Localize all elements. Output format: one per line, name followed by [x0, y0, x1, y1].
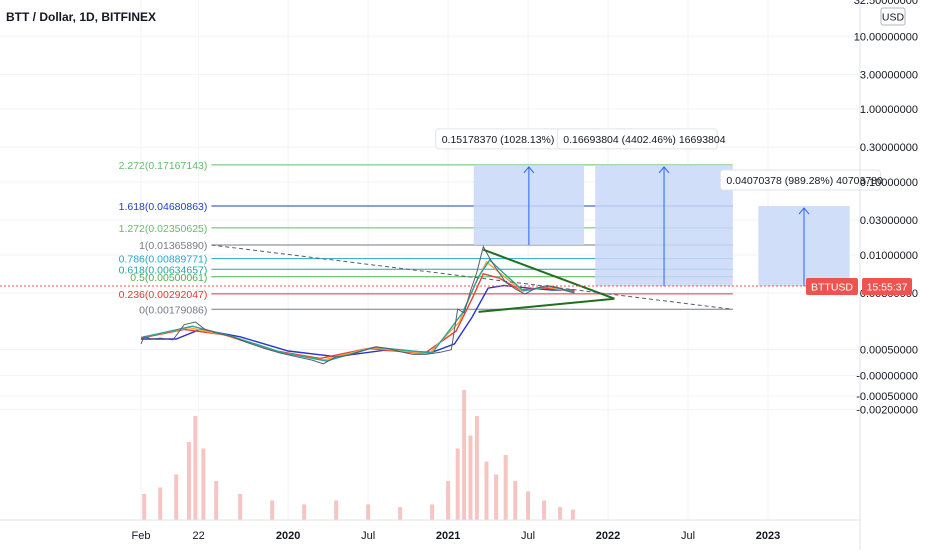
- volume-bar: [503, 455, 508, 520]
- volume-bar: [494, 474, 499, 520]
- volume-bar: [142, 494, 147, 520]
- volume-bar: [468, 435, 473, 520]
- fib-level-label: 0.618(0.00634657): [119, 264, 208, 276]
- time-axis-label: Feb: [132, 530, 151, 542]
- measure-arrowhead: [798, 207, 810, 215]
- price-axis-label: -0.00050000: [856, 391, 918, 403]
- volume-bar: [570, 509, 575, 520]
- volume-bar: [474, 416, 479, 520]
- time-axis-label: 22: [192, 530, 204, 542]
- volume-bar: [186, 442, 191, 520]
- symbol-tag-label: BTTUSD: [811, 282, 853, 294]
- measure-label: 0.04070378 (989.28%) 40703780: [726, 175, 883, 187]
- price-axis-label: 1.00000000: [860, 104, 918, 116]
- measure-label-box: [556, 128, 718, 150]
- price-axis-label: 3.00000000: [860, 69, 918, 81]
- volume-bars: [142, 390, 575, 520]
- volume-bar: [446, 481, 451, 520]
- time-axis-label: Jul: [681, 530, 695, 542]
- volume-bar: [455, 448, 460, 520]
- price-axis-label: 0.00050000: [860, 345, 918, 357]
- symbol-tag: [806, 278, 858, 295]
- fib-level-label: 1.618(0.04680863): [119, 201, 208, 213]
- time-axis[interactable]: Feb 22 2020 Jul 2021 Jul 2022 Jul 2023: [132, 530, 781, 542]
- time-tag: [862, 278, 912, 295]
- price-range-measurements[interactable]: 0.15178370 (1028.13%) 151783700.16693804…: [435, 128, 883, 287]
- price-axis-label: 0.10000000: [860, 177, 918, 189]
- time-axis-label: 2020: [276, 530, 300, 542]
- fib-level-label: 0.5(0.00500061): [130, 272, 207, 284]
- triangle-trend-line[interactable]: [482, 248, 615, 300]
- triangle-trend-line[interactable]: [478, 297, 615, 313]
- volume-bar: [526, 491, 531, 520]
- volume-bar: [542, 500, 547, 520]
- volume-bar: [302, 504, 307, 520]
- time-tag-label: 15:55:37: [867, 282, 908, 294]
- volume-bar: [366, 504, 371, 520]
- fib-retracement[interactable]: 2.272(0.17167143) 1.618(0.04680863) 1.272(…: [119, 160, 733, 316]
- ema-line: [140, 258, 575, 362]
- volume-bar: [214, 481, 219, 520]
- chart-title: BTT / Dollar, 1D, BITFINEX: [6, 10, 156, 24]
- price-axis-label: 0.30000000: [860, 142, 918, 154]
- volume-bar: [558, 507, 563, 520]
- fib-level-label: 0.786(0.00889771): [119, 254, 208, 266]
- volume-bar: [270, 500, 275, 520]
- volume-bar: [174, 474, 179, 520]
- fib-level-label: 1(0.01365890): [139, 240, 207, 252]
- fib-level-label: 1.272(0.02350625): [119, 223, 208, 235]
- fib-level-label: 0.236(0.00292047): [119, 289, 208, 301]
- time-axis-label: Jul: [521, 530, 535, 542]
- price-line: [140, 245, 575, 365]
- trend-lines[interactable]: [211, 244, 733, 313]
- volume-bar: [193, 416, 198, 520]
- time-axis-label: 2023: [756, 530, 780, 542]
- measure-label-box: [719, 169, 881, 191]
- price-axis-label: 0.03000000: [860, 215, 918, 227]
- currency-label[interactable]: USD: [882, 12, 905, 24]
- volume-bar: [201, 448, 206, 520]
- price-axis-label: -0.00000000: [856, 371, 918, 383]
- time-axis-label: 2021: [436, 530, 460, 542]
- measure-arrowhead: [658, 166, 670, 174]
- currency-button-frame[interactable]: [880, 7, 906, 26]
- volume-bar: [398, 507, 403, 520]
- fib-level-label: 0(0.00179086): [139, 304, 207, 316]
- volume-bar: [484, 461, 489, 520]
- dashed-trend-line[interactable]: [211, 244, 733, 310]
- time-axis-label: 2022: [596, 530, 620, 542]
- volume-bar: [238, 494, 243, 520]
- price-axis-label: -0.00200000: [856, 405, 918, 417]
- currency-button[interactable]: USD: [880, 7, 906, 26]
- price-series: [140, 245, 575, 365]
- price-axis-label: 0.01000000: [860, 250, 918, 262]
- time-axis-label: Jul: [361, 530, 375, 542]
- measure-label: 0.16693804 (4402.46%) 16693804: [563, 134, 725, 146]
- volume-bar: [158, 487, 163, 520]
- fib-level-label: 2.272(0.17167143): [119, 160, 208, 172]
- price-tag: BTTUSD 15:55:37: [806, 278, 912, 295]
- price-axis-label: 32.50000000: [854, 0, 918, 7]
- volume-bar: [334, 500, 339, 520]
- volume-bar: [430, 504, 435, 520]
- volume-bar: [462, 390, 467, 520]
- price-axis-label: 10.00000000: [854, 31, 918, 43]
- grid: [0, 0, 860, 520]
- measure-arrowhead: [523, 166, 535, 174]
- volume-bar: [513, 481, 518, 520]
